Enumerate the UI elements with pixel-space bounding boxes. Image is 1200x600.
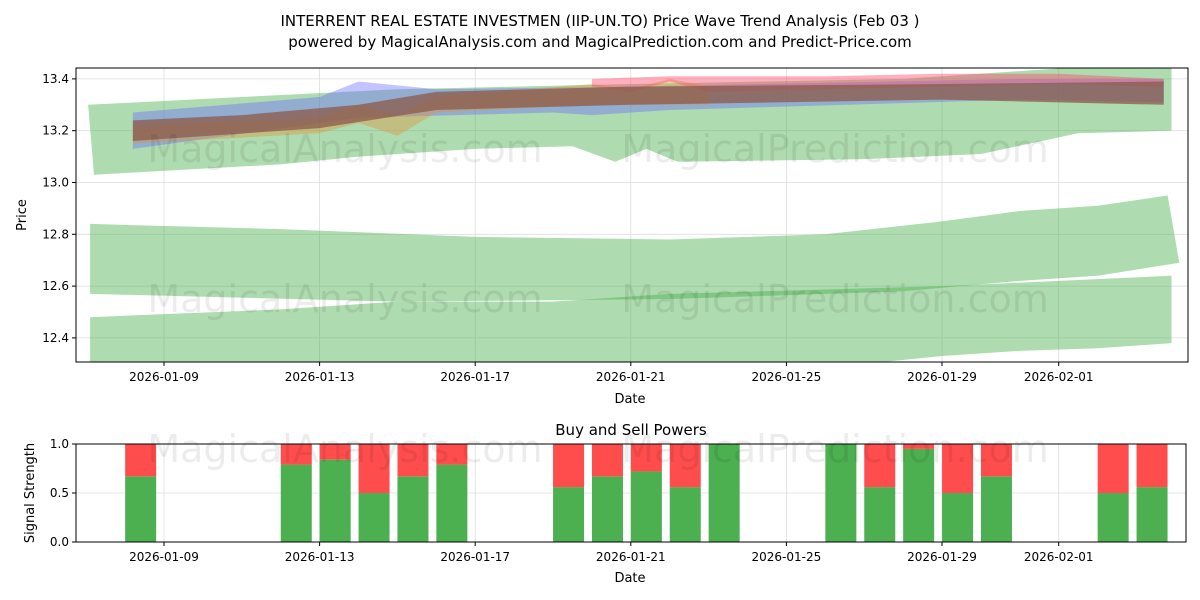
bottom-x-tick-label: 2026-01-17 xyxy=(440,550,510,564)
sell-bar xyxy=(280,444,312,465)
top-x-tick-label: 2026-01-29 xyxy=(907,370,977,384)
sell-bar xyxy=(1097,444,1129,493)
buy-bar xyxy=(397,476,429,542)
sell-bar xyxy=(942,444,974,493)
sell-bar xyxy=(591,444,623,477)
bottom-x-tick-label: 2026-01-13 xyxy=(285,550,355,564)
bars xyxy=(125,444,1168,542)
chart-title: INTERRENT REAL ESTATE INVESTMEN (IIP-UN.… xyxy=(281,12,920,30)
top-y-tick-label: 12.4 xyxy=(42,331,69,345)
bottom-y-tick-label: 0.5 xyxy=(50,486,69,500)
buy-bar xyxy=(1097,493,1129,542)
top-y-tick-label: 12.8 xyxy=(42,227,69,241)
bottom-x-tick-label: 2026-01-29 xyxy=(907,550,977,564)
buy-bar xyxy=(591,476,623,542)
sell-bar xyxy=(669,444,701,488)
wave-bands xyxy=(88,68,1180,362)
sell-bar xyxy=(125,444,157,477)
bottom-x-tick-label: 2026-02-01 xyxy=(1024,550,1094,564)
bottom-x-tick-label: 2026-01-25 xyxy=(752,550,822,564)
sell-bar xyxy=(1136,444,1168,488)
watermark: MagicalPrediction.com xyxy=(621,277,1049,321)
sell-bar xyxy=(358,444,390,493)
watermark: MagicalAnalysis.com xyxy=(147,277,542,321)
bottom-y-label: Signal Strength xyxy=(23,443,38,543)
buy-bar xyxy=(280,464,312,542)
sell-bar xyxy=(397,444,429,477)
bottom-chart-title: Buy and Sell Powers xyxy=(555,421,707,439)
bottom-x-label: Date xyxy=(614,571,645,586)
top-y-tick-label: 13.0 xyxy=(42,175,69,189)
sell-bar xyxy=(319,444,351,460)
top-x-tick-label: 2026-01-21 xyxy=(596,370,666,384)
sell-bar xyxy=(553,444,585,488)
top-y-tick-label: 13.4 xyxy=(42,72,69,86)
top-y-tick-label: 12.6 xyxy=(42,279,69,293)
top-x-tick-label: 2026-01-09 xyxy=(129,370,199,384)
buy-bar xyxy=(942,493,974,542)
wave-band xyxy=(90,195,1180,302)
top-x-tick-label: 2026-01-17 xyxy=(440,370,510,384)
top-plot-frame xyxy=(75,67,1189,363)
bottom-y-tick-label: 0.0 xyxy=(50,535,69,549)
top-x-tick-label: 2026-01-13 xyxy=(285,370,355,384)
buy-bar xyxy=(669,487,701,542)
top-x-label: Date xyxy=(614,392,645,407)
top-x-tick-label: 2026-02-01 xyxy=(1024,370,1094,384)
top-x-tick-label: 2026-01-25 xyxy=(752,370,822,384)
buy-bar xyxy=(358,493,390,542)
buy-bar xyxy=(436,464,468,542)
top-y-label: Price xyxy=(15,199,30,231)
watermark: MagicalPrediction.com xyxy=(621,427,1049,471)
top-y-tick-label: 13.2 xyxy=(42,124,69,138)
watermark: MagicalAnalysis.com xyxy=(147,127,542,171)
sell-bar xyxy=(903,444,935,449)
watermark: MagicalPrediction.com xyxy=(621,127,1049,171)
buy-bar xyxy=(708,444,740,542)
buy-bar xyxy=(125,476,157,542)
bottom-plot-frame xyxy=(75,443,1187,543)
buy-bar xyxy=(553,487,585,542)
sell-bar xyxy=(980,444,1012,477)
buy-bar xyxy=(1136,487,1168,542)
bottom-y-tick-label: 1.0 xyxy=(50,437,69,451)
bottom-x-tick-label: 2026-01-09 xyxy=(129,550,199,564)
chart-subtitle: powered by MagicalAnalysis.com and Magic… xyxy=(288,33,912,51)
sell-bar xyxy=(630,444,662,472)
buy-bar xyxy=(864,487,896,542)
sell-bar xyxy=(864,444,896,488)
watermark: MagicalAnalysis.com xyxy=(147,427,542,471)
wave-band xyxy=(132,81,1164,142)
sell-bar xyxy=(436,444,468,465)
buy-bar xyxy=(903,448,935,542)
wave-band xyxy=(90,275,1172,362)
buy-bar xyxy=(825,444,857,542)
buy-bar xyxy=(630,471,662,542)
buy-bar xyxy=(980,476,1012,542)
bottom-x-tick-label: 2026-01-21 xyxy=(596,550,666,564)
buy-bar xyxy=(319,459,351,542)
